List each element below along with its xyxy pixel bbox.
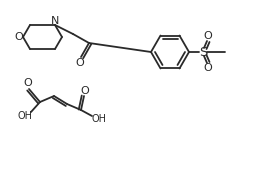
Text: O: O (15, 32, 23, 42)
Text: OH: OH (17, 111, 33, 121)
Text: O: O (76, 57, 84, 67)
Text: S: S (199, 46, 207, 58)
Text: OH: OH (91, 114, 106, 124)
Text: O: O (204, 31, 212, 41)
Text: N: N (51, 16, 59, 26)
Text: O: O (204, 63, 212, 73)
Text: O: O (81, 86, 89, 96)
Text: O: O (24, 79, 32, 89)
